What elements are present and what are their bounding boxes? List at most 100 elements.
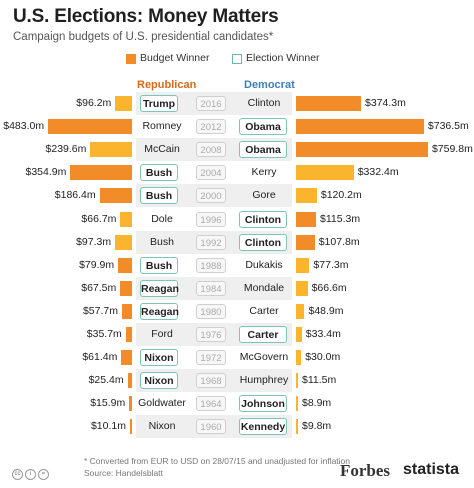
- democrat-bar: [296, 188, 317, 204]
- election-year: 2012: [196, 119, 226, 135]
- republican-bar: [115, 234, 132, 250]
- election-year: 1992: [196, 234, 226, 250]
- republican-value-label: $483.0m: [3, 120, 45, 133]
- republican-value-label: $66.7m: [81, 212, 117, 225]
- democrat-bar: [296, 419, 298, 435]
- democrat-candidate: Humphrey: [239, 374, 289, 387]
- republican-candidate: Trump: [140, 95, 178, 112]
- democrat-bar: [296, 327, 302, 342]
- democrat-candidate: Gore: [252, 189, 276, 202]
- election-year: 2016: [196, 96, 226, 111]
- democrat-candidate: Carter: [239, 326, 287, 343]
- chart-subtitle: Campaign budgets of U.S. presidential ca…: [13, 31, 274, 43]
- attribution-icon: i: [25, 469, 36, 480]
- republican-bar: [130, 419, 132, 435]
- election-year: 1980: [196, 303, 226, 319]
- republican-value-label: $67.5m: [81, 281, 117, 294]
- legend: Budget Winner Election Winner: [0, 52, 474, 68]
- republican-candidate: Bush: [150, 235, 174, 248]
- republican-bar: [120, 211, 132, 227]
- democrat-candidate: Clinton: [239, 233, 287, 251]
- democrat-value-label: $66.6m: [311, 281, 347, 294]
- democrat-candidate: Obama: [239, 141, 287, 159]
- republican-candidate: Nixon: [140, 349, 178, 367]
- legend-winner-label: Election Winner: [246, 52, 320, 64]
- republican-value-label: $25.4m: [88, 374, 124, 387]
- democrat-candidate: McGovern: [239, 351, 289, 364]
- chart-title: U.S. Elections: Money Matters: [13, 6, 279, 27]
- democrat-bar: [296, 234, 315, 250]
- republican-value-label: $35.7m: [86, 328, 122, 340]
- legend-budget-label: Budget Winner: [140, 52, 210, 64]
- republican-candidate: Romney: [142, 120, 182, 133]
- republican-candidate: Ford: [151, 328, 173, 340]
- republican-bar: [70, 165, 132, 181]
- republican-bar: [121, 350, 132, 366]
- republican-candidate: McCain: [144, 143, 180, 156]
- democrat-value-label: $9.8m: [302, 420, 332, 433]
- republican-candidate: Reagan: [140, 302, 179, 320]
- statista-logo: statista: [403, 461, 460, 478]
- election-year: 1996: [196, 211, 226, 227]
- democrat-bar: [296, 165, 354, 181]
- democrat-value-label: $115.3m: [320, 212, 361, 225]
- equals-icon: =: [38, 469, 49, 480]
- election-year: 1960: [196, 419, 226, 435]
- election-year: 1976: [196, 327, 226, 342]
- democrat-value-label: $30.0m: [305, 351, 341, 364]
- democrat-bar: [296, 280, 308, 296]
- source-note: Source: Handelsblatt: [84, 468, 163, 478]
- republican-value-label: $57.7m: [82, 304, 118, 317]
- republican-header: Republican: [137, 79, 197, 91]
- republican-candidate: Nixon: [140, 372, 178, 390]
- republican-bar: [127, 373, 132, 389]
- license-icons: cc i =: [12, 462, 70, 480]
- democrat-value-label: $374.3m: [365, 97, 406, 109]
- democrat-candidate: Johnson: [239, 395, 287, 413]
- democrat-value-label: $33.4m: [305, 328, 341, 340]
- democrat-candidate: Mondale: [243, 281, 285, 294]
- republican-candidate: Bush: [140, 256, 178, 274]
- election-year: 1988: [196, 257, 226, 273]
- democrat-bar: [296, 257, 310, 273]
- republican-candidate: Nixon: [148, 420, 176, 433]
- election-year: 1972: [196, 350, 226, 366]
- republican-bar: [48, 119, 132, 135]
- republican-candidate: Bush: [140, 164, 178, 182]
- republican-candidate: Bush: [140, 187, 178, 205]
- democrat-value-label: $332.4m: [357, 166, 399, 179]
- democrat-candidate: Carter: [249, 304, 279, 317]
- legend-winner-swatch: [232, 54, 242, 64]
- democrat-bar: [296, 373, 298, 389]
- footnote: * Converted from EUR to USD on 28/07/15 …: [84, 456, 351, 466]
- democrat-bar: [296, 396, 298, 412]
- democrat-value-label: $77.3m: [313, 258, 349, 271]
- election-year: 1968: [196, 373, 226, 389]
- election-year: 1964: [196, 396, 226, 412]
- democrat-candidate: Clinton: [239, 210, 287, 228]
- democrat-value-label: $11.5m: [302, 374, 337, 387]
- republican-candidate: Goldwater: [138, 397, 186, 410]
- election-year: 2000: [196, 188, 226, 204]
- election-year: 2004: [196, 165, 226, 181]
- republican-bar: [115, 96, 132, 111]
- democrat-bar: [296, 119, 424, 135]
- republican-value-label: $354.9m: [25, 166, 67, 179]
- democrat-bar: [296, 96, 361, 111]
- republican-bar: [90, 142, 132, 158]
- election-year: 2008: [196, 142, 226, 158]
- republican-value-label: $186.4m: [54, 189, 96, 202]
- democrat-candidate: Obama: [239, 118, 287, 136]
- republican-bar: [99, 188, 132, 204]
- democrat-bar: [296, 350, 302, 366]
- republican-value-label: $10.1m: [90, 420, 126, 433]
- republican-value-label: $61.4m: [82, 351, 118, 364]
- republican-candidate: Dole: [151, 212, 173, 225]
- cc-icon: cc: [12, 469, 23, 480]
- democrat-bar: [296, 211, 317, 227]
- democrat-value-label: $120.2m: [320, 189, 362, 202]
- legend-budget-swatch: [126, 54, 136, 64]
- democrat-value-label: $107.8m: [318, 235, 360, 248]
- democrat-value-label: $736.5m: [427, 120, 469, 133]
- republican-value-label: $15.9m: [90, 397, 126, 410]
